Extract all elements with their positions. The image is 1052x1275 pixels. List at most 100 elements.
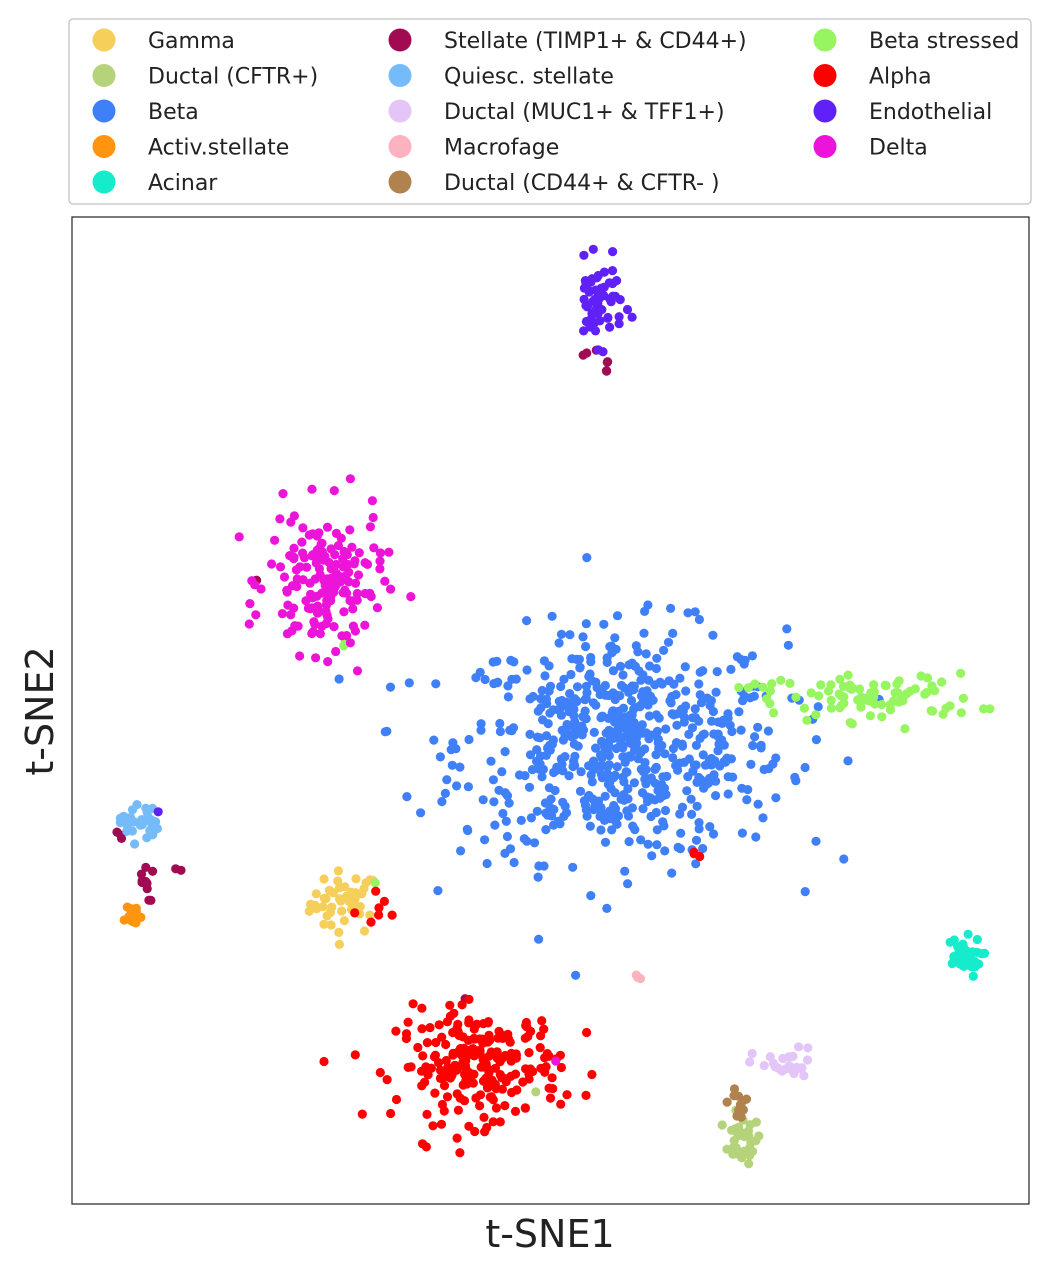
point-beta (667, 691, 677, 702)
point-alpha (500, 1050, 510, 1061)
point-beta-stressed (802, 715, 812, 725)
point-beta-stressed (776, 675, 786, 685)
point-delta (247, 576, 257, 586)
point-delta (345, 525, 355, 535)
point-beta (558, 766, 568, 776)
point-alpha (581, 1090, 591, 1100)
point-delta (299, 553, 309, 563)
point-beta (692, 801, 702, 811)
point-endothelial (608, 247, 618, 257)
point-beta-stressed (811, 710, 821, 720)
point-beta (691, 760, 701, 770)
point-beta-stressed (900, 724, 910, 734)
point-beta (694, 679, 704, 689)
point-beta (630, 661, 641, 672)
point-delta (314, 528, 324, 538)
point-acinar (966, 950, 976, 960)
point-alpha (469, 1034, 479, 1044)
point-alpha (495, 1070, 505, 1080)
point-beta (547, 611, 557, 621)
point-acinar (959, 954, 969, 964)
point-alpha (403, 1017, 413, 1027)
point-delta (375, 548, 385, 558)
point-beta (675, 844, 686, 854)
point-delta (314, 564, 324, 574)
point-beta (640, 758, 650, 768)
point-beta (684, 754, 695, 764)
point-beta (533, 872, 543, 882)
point-alpha (458, 1032, 468, 1042)
point-beta (607, 708, 617, 718)
point-beta (758, 813, 768, 823)
point-stellate-timp1-cd44 (603, 357, 613, 367)
point-alpha (475, 1045, 485, 1056)
point-ductal-muc1-tff1 (803, 1043, 813, 1053)
point-beta (708, 829, 719, 839)
point-beta (629, 778, 640, 788)
point-alpha (441, 1055, 451, 1066)
point-delta (348, 621, 358, 631)
point-alpha (483, 1017, 493, 1027)
point-beta (599, 619, 609, 629)
point-ductal-muc1-tff1 (765, 1052, 775, 1062)
point-delta (354, 548, 364, 558)
point-beta (646, 811, 656, 822)
point-beta (480, 835, 490, 845)
point-gamma (340, 882, 350, 892)
point-delta (342, 588, 352, 598)
point-beta (582, 688, 592, 698)
point-gamma (359, 926, 370, 936)
point-beta (495, 718, 505, 729)
point-delta (275, 562, 286, 572)
point-beta-stressed (826, 703, 837, 713)
point-beta (503, 692, 513, 702)
legend-label-gamma: Gamma (148, 29, 235, 54)
point-delta (386, 584, 396, 594)
point-beta (587, 777, 597, 787)
point-quiesc-stellate (119, 811, 129, 821)
series-beta-stressed (339, 635, 995, 888)
point-beta (564, 771, 574, 781)
point-alpha (434, 1058, 444, 1068)
point-beta (509, 857, 519, 868)
point-alpha (350, 1050, 360, 1060)
series-ductal-cd44-cftr (722, 1084, 752, 1122)
point-beta (737, 783, 747, 793)
point-beta (609, 800, 619, 811)
point-beta (602, 657, 612, 668)
point-beta (753, 722, 763, 732)
point-beta (616, 680, 627, 691)
point-delta (350, 578, 361, 588)
point-alpha (544, 1083, 554, 1093)
point-beta (462, 824, 472, 834)
point-beta (711, 687, 721, 697)
point-beta (404, 678, 414, 688)
y-axis-label: t-SNE2 (18, 646, 62, 775)
point-beta-stressed (847, 683, 858, 693)
point-beta (695, 690, 705, 700)
point-delta (360, 558, 370, 568)
point-delta (292, 581, 302, 592)
point-beta-stressed (769, 708, 779, 718)
series-stellate-timp1-cd44 (112, 345, 613, 1004)
point-gamma (339, 916, 349, 926)
point-beta (723, 789, 733, 799)
point-gamma (357, 889, 367, 899)
point-delta (311, 653, 321, 663)
point-beta (736, 725, 746, 735)
point-ductal-muc1-tff1 (786, 1062, 796, 1072)
point-beta (750, 732, 760, 742)
point-endothelial (587, 309, 597, 319)
point-beta (655, 793, 665, 803)
point-delta (278, 489, 288, 499)
point-beta-stressed (938, 709, 948, 719)
point-endothelial (594, 294, 604, 304)
point-delta (289, 543, 299, 553)
point-delta (367, 496, 377, 506)
point-quiesc-stellate (126, 812, 136, 823)
point-gamma (324, 885, 334, 895)
point-gamma (337, 906, 347, 916)
point-delta (244, 619, 254, 629)
point-beta (722, 753, 732, 763)
point-beta (571, 970, 581, 980)
